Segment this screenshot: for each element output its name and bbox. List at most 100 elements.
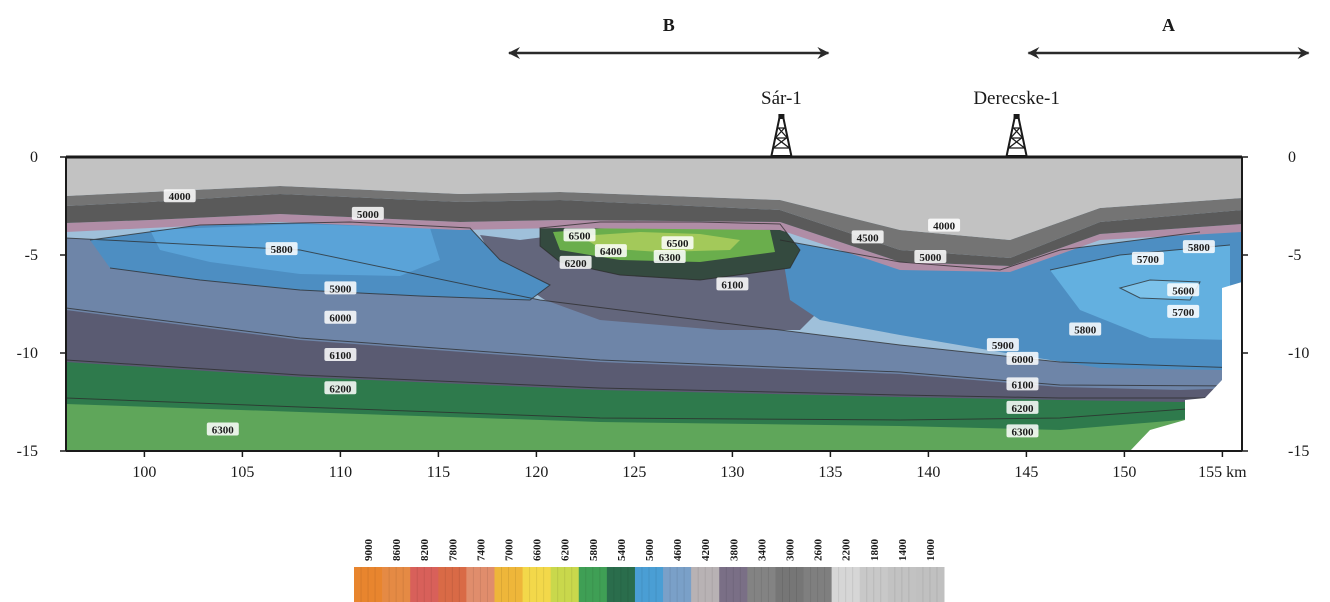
- contour-label: 6300: [653, 249, 686, 264]
- x-tick-label: 125: [622, 464, 646, 481]
- layer-6100: [66, 308, 1242, 402]
- contour-label-text: 5700: [1137, 254, 1160, 266]
- contour-label: 6500: [661, 236, 694, 250]
- contour-label: 5800: [265, 242, 298, 256]
- contour-label: 5000: [351, 206, 384, 221]
- colorbar-label: 7000: [504, 539, 516, 562]
- section-label: B: [663, 15, 675, 35]
- colorbar-swatch: [522, 567, 552, 602]
- colorbar-label: 4600: [672, 539, 684, 562]
- y-tick-label-left: 0: [30, 149, 38, 166]
- contour-label: 5900: [986, 338, 1019, 352]
- colorbar-swatch: [606, 567, 636, 602]
- x-tick-label: 115: [427, 464, 450, 481]
- y-tick-label-left: -15: [17, 443, 38, 460]
- colorbar-label: 7400: [475, 539, 487, 562]
- layer-6200: [66, 360, 1242, 430]
- colorbar-label: 3400: [756, 539, 768, 562]
- contour-label-text: 5800: [1074, 324, 1097, 336]
- contour-label-text: 6500: [667, 238, 690, 250]
- contour-label-text: 6100: [721, 279, 744, 291]
- x-tick-label: 145: [1014, 464, 1038, 481]
- colorbar-label: 6200: [560, 539, 572, 562]
- colorbar-label: 5800: [588, 539, 600, 562]
- contour-label: 6100: [716, 277, 749, 291]
- colorbar-swatch: [915, 567, 945, 602]
- colorbar-label: 3000: [784, 539, 796, 562]
- layer-4500-band: [66, 186, 1242, 258]
- well-name: Sár-1: [761, 88, 802, 109]
- colorbar-swatch: [354, 567, 383, 602]
- contour-label: 6200: [324, 381, 357, 395]
- contour-label-text: 5000: [357, 209, 380, 221]
- contour-label-text: 4000: [169, 191, 192, 203]
- colorbar-label: 2200: [841, 539, 853, 562]
- contour-label-text: 6200: [329, 383, 352, 395]
- colorbar-label: 1000: [925, 539, 937, 562]
- colorbar-swatch: [887, 567, 917, 602]
- colorbar-label: 9000: [363, 539, 375, 562]
- contour-label: 4000: [928, 218, 961, 233]
- colorbar-label: 6600: [532, 539, 544, 562]
- contour-label: 5700: [1131, 251, 1164, 266]
- colorbar-label: 1400: [897, 539, 909, 562]
- contour-label: 6300: [206, 422, 239, 436]
- contour-label-text: 6100: [1011, 379, 1034, 391]
- y-tick-label-left: -5: [25, 247, 38, 264]
- plot-frame: [65, 155, 1243, 452]
- contour-label-text: 4500: [857, 232, 880, 244]
- contour-label: 4500: [851, 230, 884, 244]
- x-tick-label: 130: [720, 464, 744, 481]
- contour-label: 6100: [324, 347, 357, 362]
- contour-label-text: 5000: [919, 252, 942, 264]
- contour-label-text: 6100: [329, 350, 352, 362]
- y-tick-label-right: -5: [1288, 247, 1301, 264]
- colorbar-swatch: [775, 567, 805, 602]
- colorbar-swatch: [691, 567, 720, 602]
- contour-label-text: 4000: [933, 221, 956, 233]
- velocity-colorbar: 9000 8600 8200 7800 7400 7000 6600 6200 5800 5400…: [354, 539, 945, 602]
- colorbar-swatch: [466, 567, 495, 602]
- contour-label-text: 6300: [1011, 426, 1034, 438]
- contour-label-text: 5800: [1188, 242, 1211, 254]
- contour-label: 6200: [1006, 400, 1039, 415]
- x-tick-label: 105: [230, 464, 254, 481]
- layer-pink-band: [66, 214, 1242, 272]
- y-tick-label-left: -10: [17, 345, 38, 362]
- colorbar-swatch: [382, 567, 411, 602]
- colorbar-label: 7800: [447, 539, 459, 562]
- contour-label-text: 6500: [569, 230, 592, 242]
- colorbar-swatch: [831, 567, 861, 602]
- contour-label-text: 5600: [1172, 285, 1195, 297]
- colorbar-label: 5000: [644, 539, 656, 562]
- contour-label: 6200: [559, 255, 592, 270]
- colorbar-swatch: [410, 567, 439, 602]
- colorbar-label: 8600: [391, 539, 403, 562]
- contour-label: 5800: [1069, 322, 1102, 336]
- y-tick-label-right: 0: [1288, 149, 1296, 166]
- well-markers: Sár-1 Derecske-1: [761, 88, 1060, 157]
- colorbar-label: 5400: [616, 539, 628, 562]
- contour-label-text: 6300: [212, 424, 235, 436]
- x-tick-label: 100: [132, 464, 156, 481]
- section-label: A: [1162, 15, 1175, 35]
- velocity-layers: [66, 157, 1242, 451]
- contour-label: 5600: [1167, 283, 1200, 297]
- contour-label: 6400: [594, 244, 627, 258]
- contour-label-text: 6300: [659, 252, 682, 264]
- colorbar-swatch: [803, 567, 833, 602]
- contour-label: 5800: [1182, 240, 1215, 254]
- contour-label: 5900: [324, 281, 357, 295]
- colorbar-swatch: [747, 567, 776, 602]
- contour-label: 5700: [1167, 304, 1200, 319]
- contour-label: 4000: [163, 189, 196, 203]
- colorbar-swatch: [663, 567, 692, 602]
- colorbar-label: 4200: [700, 539, 712, 562]
- colorbar-swatch: [719, 567, 748, 602]
- x-tick-label: 155 km: [1198, 464, 1247, 481]
- colorbar-swatch: [550, 567, 580, 602]
- contour-label-text: 5900: [329, 283, 352, 295]
- y-tick-label-right: -10: [1288, 345, 1309, 362]
- contour-label: 6500: [563, 228, 596, 242]
